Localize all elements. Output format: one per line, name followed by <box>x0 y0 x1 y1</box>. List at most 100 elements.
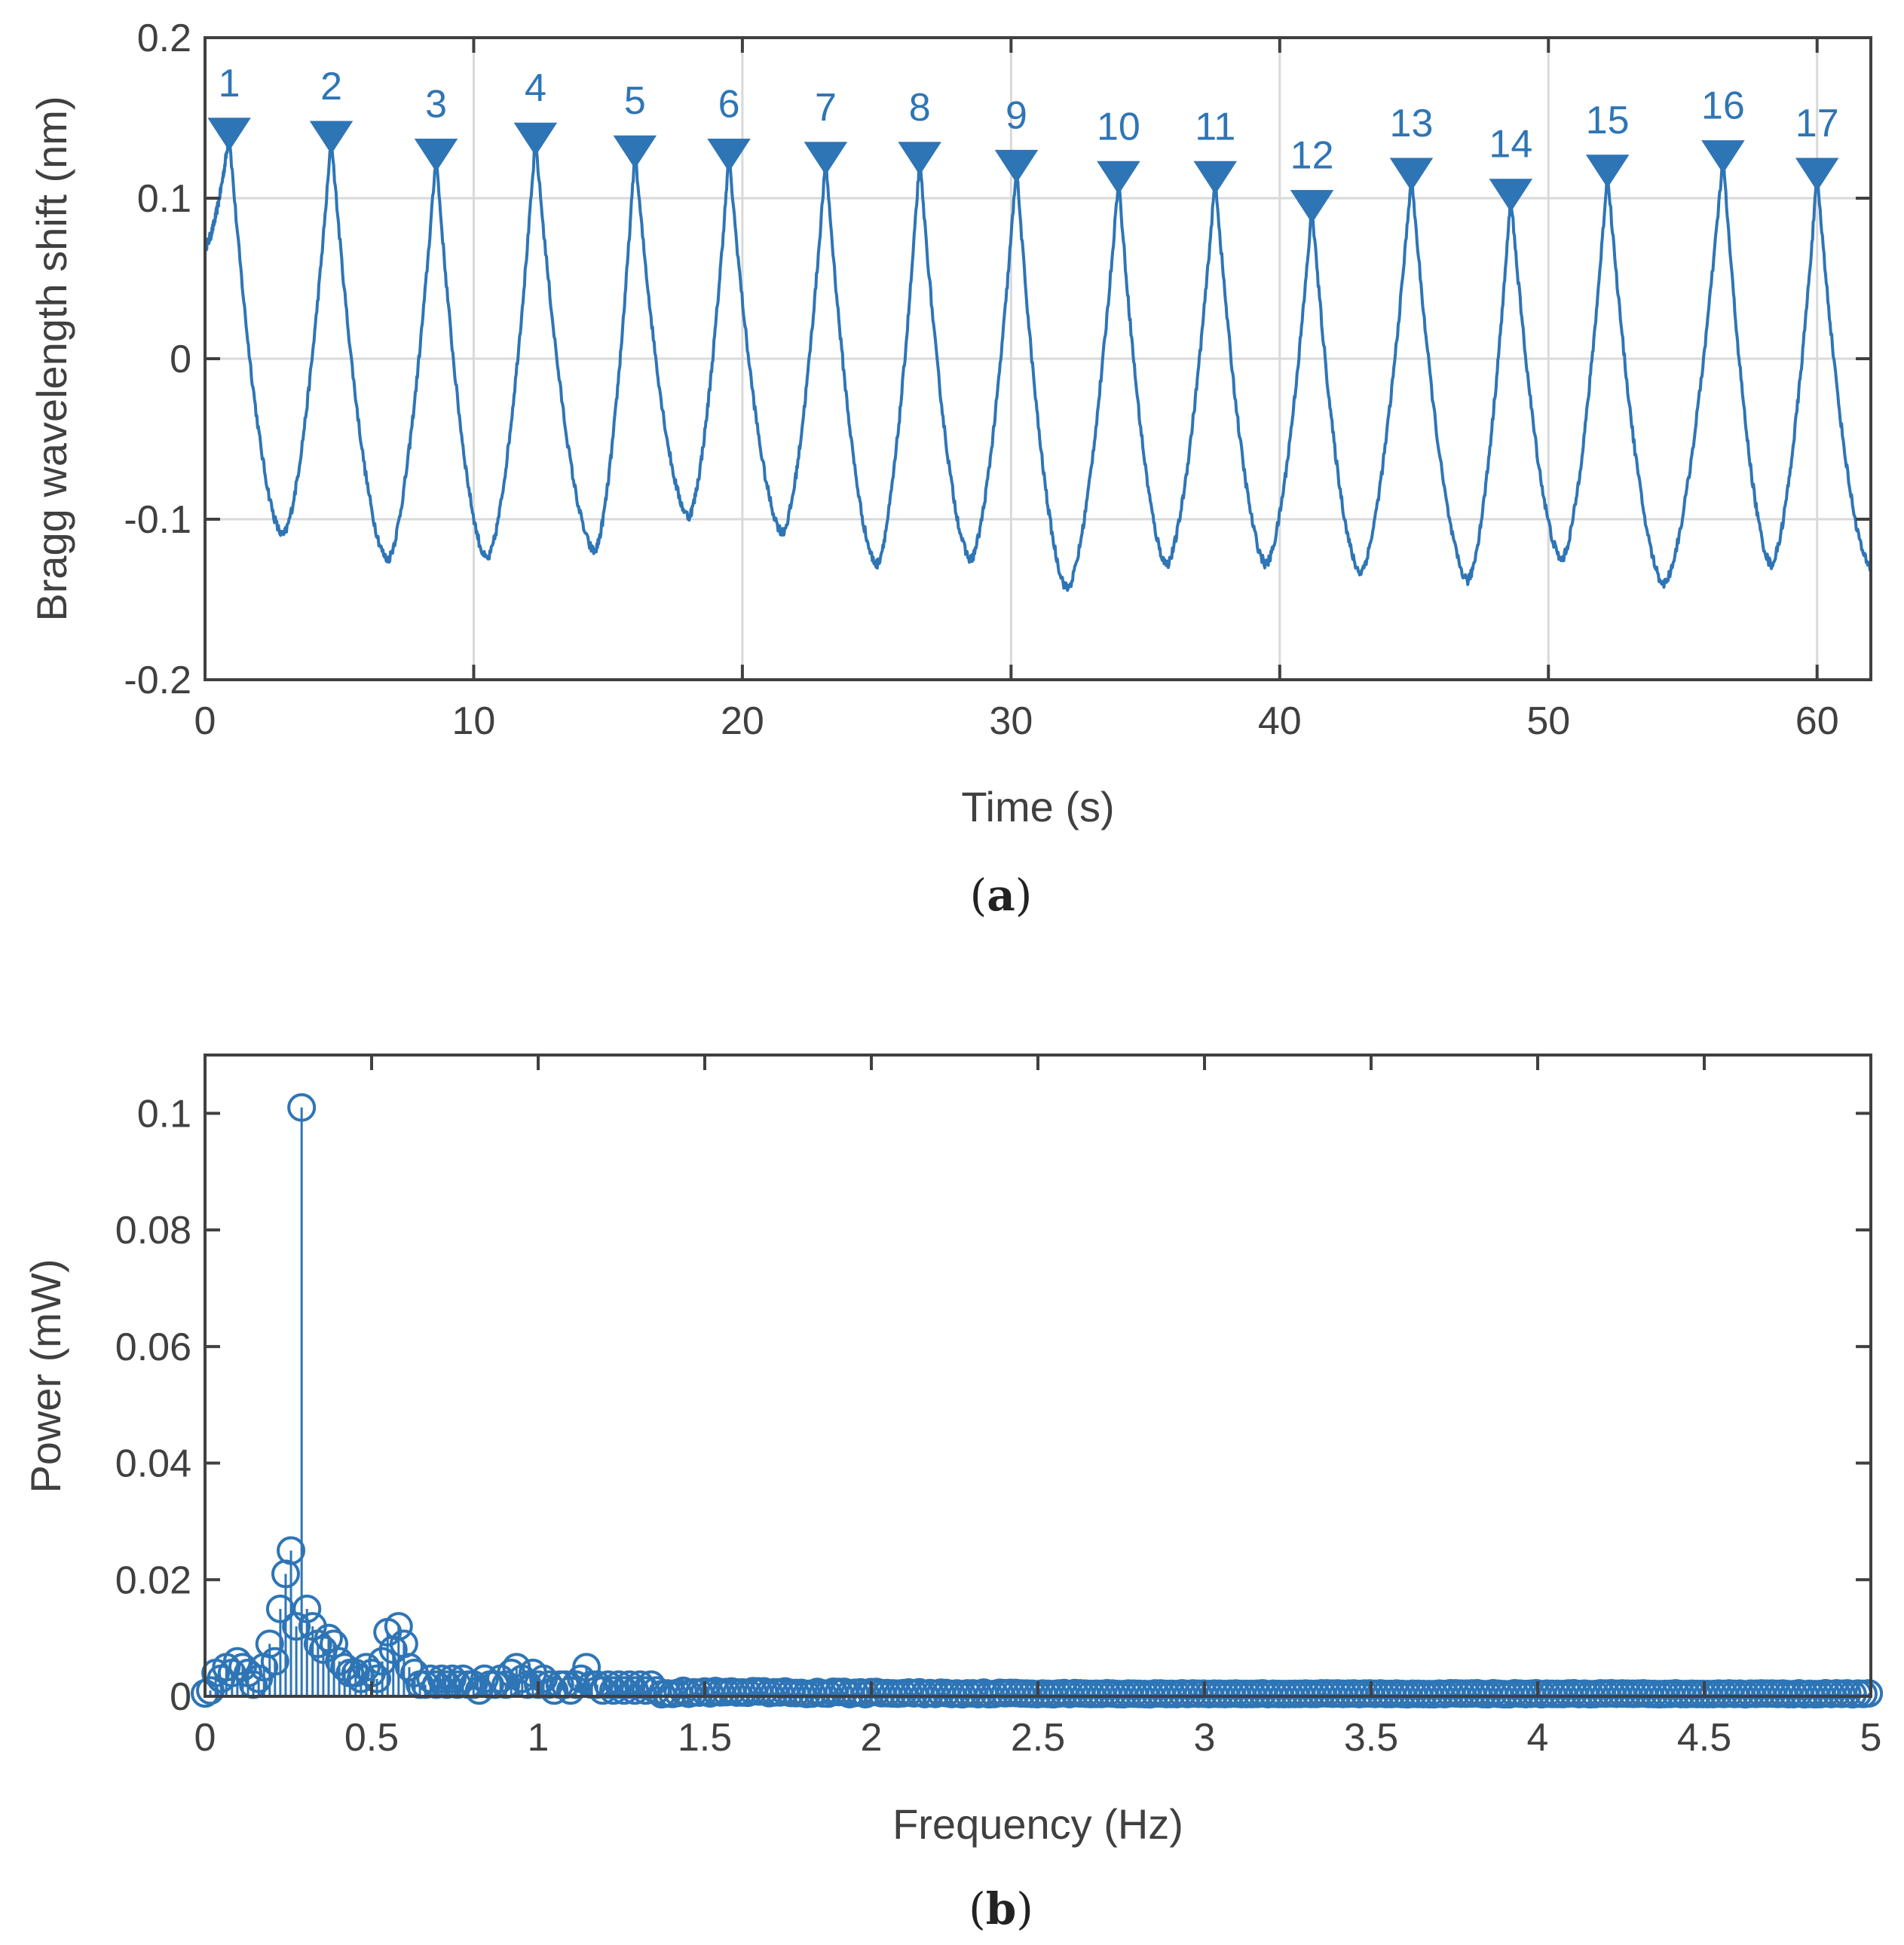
stem-marker <box>260 1647 289 1676</box>
peak-label: 13 <box>1390 102 1434 145</box>
stem-marker <box>363 1664 392 1693</box>
panel-a-x-tick-label: 20 <box>721 699 764 743</box>
panel-b-y-tick-label: 0.1 <box>137 1092 191 1136</box>
panel-b-y-tick-label: 0.06 <box>115 1326 191 1369</box>
stem-marker <box>314 1623 343 1653</box>
peak-label: 5 <box>624 79 646 123</box>
stem-marker <box>320 1629 349 1659</box>
panel-a-y-tick-label: -0.2 <box>124 659 191 702</box>
panel-b-stems <box>204 1107 1870 1696</box>
stem-marker <box>384 1612 413 1641</box>
stem-marker <box>620 1676 650 1705</box>
panel-b-y-tick-label: 0.02 <box>115 1558 191 1602</box>
panel-b-x-tick-label: 5 <box>1860 1716 1882 1760</box>
panel-b-x-tick-label: 1 <box>528 1716 549 1760</box>
stem-marker <box>255 1629 284 1659</box>
peak-marker <box>207 118 251 151</box>
peak-marker <box>804 142 848 176</box>
peak-label: 10 <box>1097 105 1140 148</box>
panel-a-series <box>204 133 1872 592</box>
panel-b-stem-markers <box>191 1093 1884 1709</box>
stem-marker <box>277 1536 306 1565</box>
panel-b-x-tick-label: 0.5 <box>344 1716 399 1760</box>
panel-b-x-axis-label: Frequency (Hz) <box>892 1800 1183 1848</box>
peak-label: 11 <box>1195 105 1235 148</box>
peak-marker <box>513 122 558 156</box>
panel-a-y-tick-label: 0 <box>170 338 191 381</box>
panel-b-x-tick-label: 2 <box>861 1716 883 1760</box>
peak-label: 17 <box>1795 102 1839 145</box>
peak-marker <box>1585 154 1630 188</box>
panel-a-x-tick-label: 30 <box>989 699 1033 743</box>
stem-marker <box>416 1664 445 1693</box>
panel-b-y-axis-label: Power (mW) <box>22 1258 69 1493</box>
peak-label: 3 <box>425 82 447 126</box>
panel-a-x-tick-label: 0 <box>194 699 216 743</box>
peak-marker <box>1701 140 1745 174</box>
panel-b-x-tick-label: 4 <box>1527 1716 1549 1760</box>
stem-marker <box>437 1664 467 1693</box>
panel-a-y-tick-labels: -0.2 -0.1 0 0.1 0.2 <box>124 17 191 702</box>
peak-label: 16 <box>1701 84 1745 128</box>
panel-b-x-tick-label: 0 <box>194 1716 216 1760</box>
peak-label: 9 <box>1006 93 1027 137</box>
panel-a-x-tick-label: 10 <box>452 699 496 743</box>
panel-a-y-tick-label: 0.2 <box>137 17 191 60</box>
panel-a-x-tick-label: 50 <box>1526 699 1570 743</box>
peak-label: 14 <box>1489 123 1532 167</box>
stem-marker <box>1854 1679 1884 1708</box>
stem-marker <box>610 1676 639 1705</box>
peak-label: 2 <box>320 65 342 109</box>
panel-a-x-tick-label: 60 <box>1795 699 1839 743</box>
peak-label: 1 <box>219 62 240 106</box>
panel-a-y-tick-label: -0.1 <box>124 498 191 542</box>
stem-marker <box>427 1664 456 1693</box>
peak-label: 6 <box>718 82 740 126</box>
peak-marker <box>994 149 1039 184</box>
peak-marker <box>1489 179 1533 213</box>
peak-label: 7 <box>815 86 837 130</box>
peak-label: 15 <box>1586 99 1630 142</box>
panel-b-y-tick-label: 0.04 <box>115 1442 191 1486</box>
peak-marker <box>613 135 657 169</box>
peak-marker <box>1097 161 1140 195</box>
panel-b-x-tick-label: 3 <box>1194 1716 1216 1760</box>
panel-b-power-spectrum: 0 0.5 1 1.5 2 2.5 3 3.5 4 4.5 5 00.020.040.060.080… <box>22 1054 1884 1934</box>
panel-a-x-axis-label: Time (s) <box>961 783 1114 830</box>
peak-marker <box>309 121 354 154</box>
peak-marker <box>1193 161 1238 195</box>
peak-label: 12 <box>1290 134 1334 178</box>
panel-b-y-tick-labels: 0 0.02 0.04 0.06 0.08 0.1 <box>115 1092 191 1719</box>
panel-b-x-tick-label: 1.5 <box>678 1716 732 1760</box>
peak-marker <box>1795 157 1839 191</box>
panel-a-caption: (a) <box>970 870 1033 921</box>
panel-b-x-tick-label: 4.5 <box>1677 1716 1731 1760</box>
panel-b-axes-box <box>204 1054 1872 1698</box>
panel-b-caption: (b) <box>969 1883 1033 1934</box>
panel-b-ticks <box>204 1055 1872 1698</box>
peak-label: 8 <box>909 86 931 130</box>
panel-b-x-tick-label: 3.5 <box>1344 1716 1398 1760</box>
panel-a-series-line <box>204 133 1872 592</box>
peak-marker <box>898 142 941 176</box>
panel-a-ticks <box>204 36 1871 681</box>
panel-b-y-tick-label: 0 <box>170 1675 191 1719</box>
panel-a-y-axis-label: Bragg wavelength shift (nm) <box>28 96 75 621</box>
peak-marker <box>707 138 751 173</box>
stem-marker <box>588 1676 617 1705</box>
peak-marker <box>1290 190 1334 224</box>
panel-a-x-tick-label: 40 <box>1258 699 1302 743</box>
peak-marker <box>414 138 458 173</box>
peak-label: 4 <box>525 66 546 110</box>
stem-marker <box>287 1093 317 1122</box>
panel-a-x-tick-labels: 0 10 20 30 40 50 60 <box>194 699 1839 743</box>
panel-b-x-tick-label: 2.5 <box>1011 1716 1065 1760</box>
stem-marker <box>292 1594 322 1623</box>
panel-b-y-tick-label: 0.08 <box>115 1209 191 1252</box>
peak-marker <box>1389 157 1434 191</box>
stem-marker <box>598 1676 628 1705</box>
panel-b-x-tick-labels: 0 0.5 1 1.5 2 2.5 3 3.5 4 4.5 5 <box>194 1716 1882 1760</box>
